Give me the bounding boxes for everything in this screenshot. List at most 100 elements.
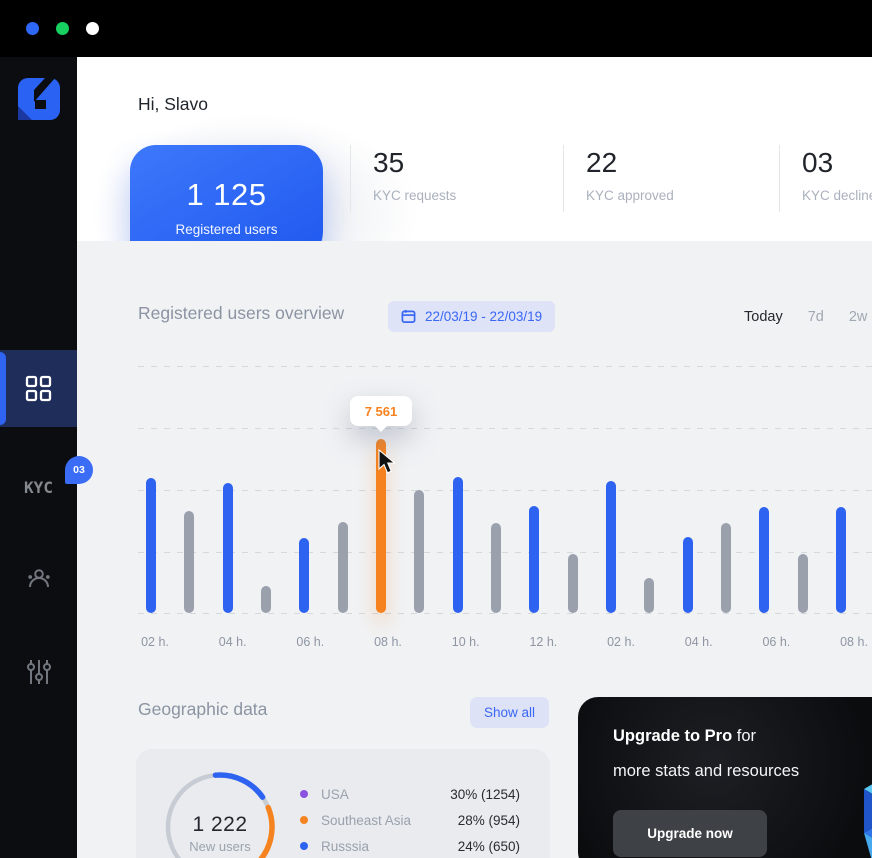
main-content: Hi, Slavo 1 125 Registered users 35 KYC … [77, 57, 872, 858]
window-control-maximize[interactable] [86, 22, 99, 35]
chart-bar[interactable] [567, 554, 578, 613]
legend-value: 30% (1254) [450, 786, 520, 802]
registered-users-label: Registered users [175, 222, 278, 237]
chart-bar[interactable] [490, 523, 501, 613]
kyc-icon: KYC [24, 477, 53, 497]
chart-bar[interactable] [529, 506, 540, 613]
overview-title: Registered users overview [138, 303, 345, 323]
geo-title: Geographic data [138, 699, 268, 719]
active-indicator [0, 352, 6, 425]
kyc-badge: 03 [65, 456, 93, 484]
chart-bar[interactable] [835, 507, 846, 613]
sidebar-item-settings[interactable] [0, 645, 77, 699]
chart-x-label: 08 h. [374, 635, 402, 649]
calendar-icon [401, 309, 416, 323]
sidebar: KYC 03 [0, 57, 93, 858]
chart-bar[interactable] [682, 537, 693, 613]
show-all-button[interactable]: Show all [470, 697, 549, 728]
upgrade-now-button[interactable]: Upgrade now [613, 810, 767, 857]
upgrade-headline: Upgrade to Pro for [613, 727, 756, 746]
chart-x-label: 12 h. [529, 635, 558, 649]
chart-bar[interactable] [720, 523, 731, 613]
chart-tooltip: 7 561 [350, 396, 412, 432]
g-logo-icon [18, 78, 60, 120]
stat-value: 03 [802, 147, 834, 178]
stat-value: 22 [586, 147, 618, 178]
chart-bar[interactable] [605, 481, 616, 613]
chart-gridline [138, 613, 872, 614]
chart-bar[interactable] [797, 554, 808, 613]
upgrade-subline: more stats and resources [613, 762, 800, 780]
chart-x-label: 02 h. [141, 635, 169, 649]
chart-gridline [138, 428, 872, 429]
legend-value: 24% (650) [457, 838, 520, 854]
chart-bar[interactable] [375, 439, 386, 613]
stat-kyc-requests: 35 KYC requests [373, 147, 456, 203]
geo-legend: USA 30% (1254) Southeast Asia 28% (954) Russ… [300, 785, 520, 855]
sidebar-item-users[interactable] [0, 551, 77, 605]
stat-value: 35 [373, 147, 405, 178]
chart-gridline [138, 552, 872, 553]
geo-card: 1 222 New users USA 30% (1254) Southeast A… [136, 749, 550, 858]
pro-cube-icon [864, 784, 872, 858]
range-tab-7d[interactable]: 7d [807, 309, 824, 325]
window-control-close[interactable] [26, 22, 39, 35]
mouse-cursor [378, 449, 397, 474]
sidebar-item-kyc[interactable]: KYC 03 [0, 456, 93, 514]
registered-users-value: 1 125 [186, 177, 267, 212]
chart-bar[interactable] [146, 478, 156, 613]
legend-label: USA [321, 786, 349, 802]
legend-dot-icon [300, 816, 308, 824]
range-tab-today[interactable]: Today [744, 309, 783, 325]
stat-label: KYC approved [586, 188, 674, 203]
window-control-minimize[interactable] [56, 22, 69, 35]
stat-kyc-approved: 22 KYC approved [586, 147, 674, 203]
chart-bar[interactable] [260, 586, 271, 613]
stat-divider [350, 145, 351, 212]
chart-bar[interactable] [759, 507, 770, 613]
legend-row: USA 30% (1254) [300, 785, 520, 803]
legend-label: Southeast Asia [321, 812, 412, 828]
geo-donut-chart [164, 771, 276, 858]
stat-label: KYC requests [373, 188, 457, 203]
range-tabs: Today 7d 2w [744, 309, 867, 325]
app-logo[interactable] [17, 77, 61, 121]
chart-gridline [138, 490, 872, 491]
stat-kyc-declined: 03 KYC declined [802, 147, 872, 203]
chart-x-label: 04 h. [684, 635, 713, 649]
legend-dot-icon [300, 842, 308, 850]
upgrade-headline-bold: Upgrade to Pro [613, 727, 733, 745]
chart-bar[interactable] [222, 483, 233, 613]
chart-x-label: 06 h. [762, 635, 791, 649]
grid-icon [25, 375, 52, 402]
sliders-icon [26, 660, 51, 684]
legend-row: Russsia 24% (650) [300, 837, 520, 855]
chart-x-label: 08 h. [840, 635, 868, 649]
stat-label: KYC declined [802, 188, 872, 203]
overview-panel: Registered users overview 22/03/19 - 22/… [77, 241, 872, 858]
chart-gridline [138, 366, 872, 367]
chart-bar[interactable] [452, 477, 463, 613]
donut-center-value: 1 222 [192, 813, 248, 836]
chart-bar[interactable] [644, 578, 655, 613]
chart-bar[interactable] [414, 490, 425, 613]
stat-divider [779, 145, 780, 212]
chart-x-label: 10 h. [451, 635, 480, 649]
chart-bar[interactable] [299, 538, 310, 613]
chart-x-label: 04 h. [218, 635, 247, 649]
chart-bar[interactable] [337, 522, 348, 613]
upgrade-headline-rest: for [732, 727, 757, 745]
chart-x-label: 02 h. [607, 635, 635, 649]
date-range-picker[interactable]: 22/03/19 - 22/03/19 [388, 301, 556, 332]
sidebar-item-dashboard[interactable] [0, 350, 77, 427]
window-titlebar [0, 0, 872, 57]
chart-bar[interactable] [184, 511, 195, 613]
legend-row: Southeast Asia 28% (954) [300, 811, 520, 829]
range-tab-2w[interactable]: 2w [848, 309, 868, 325]
chart-x-label: 06 h. [296, 635, 325, 649]
legend-value: 28% (954) [457, 812, 520, 828]
donut-center-label: New users [189, 839, 251, 854]
date-range-text: 22/03/19 - 22/03/19 [425, 309, 543, 324]
upgrade-card: Upgrade to Pro for more stats and resour… [578, 697, 872, 858]
